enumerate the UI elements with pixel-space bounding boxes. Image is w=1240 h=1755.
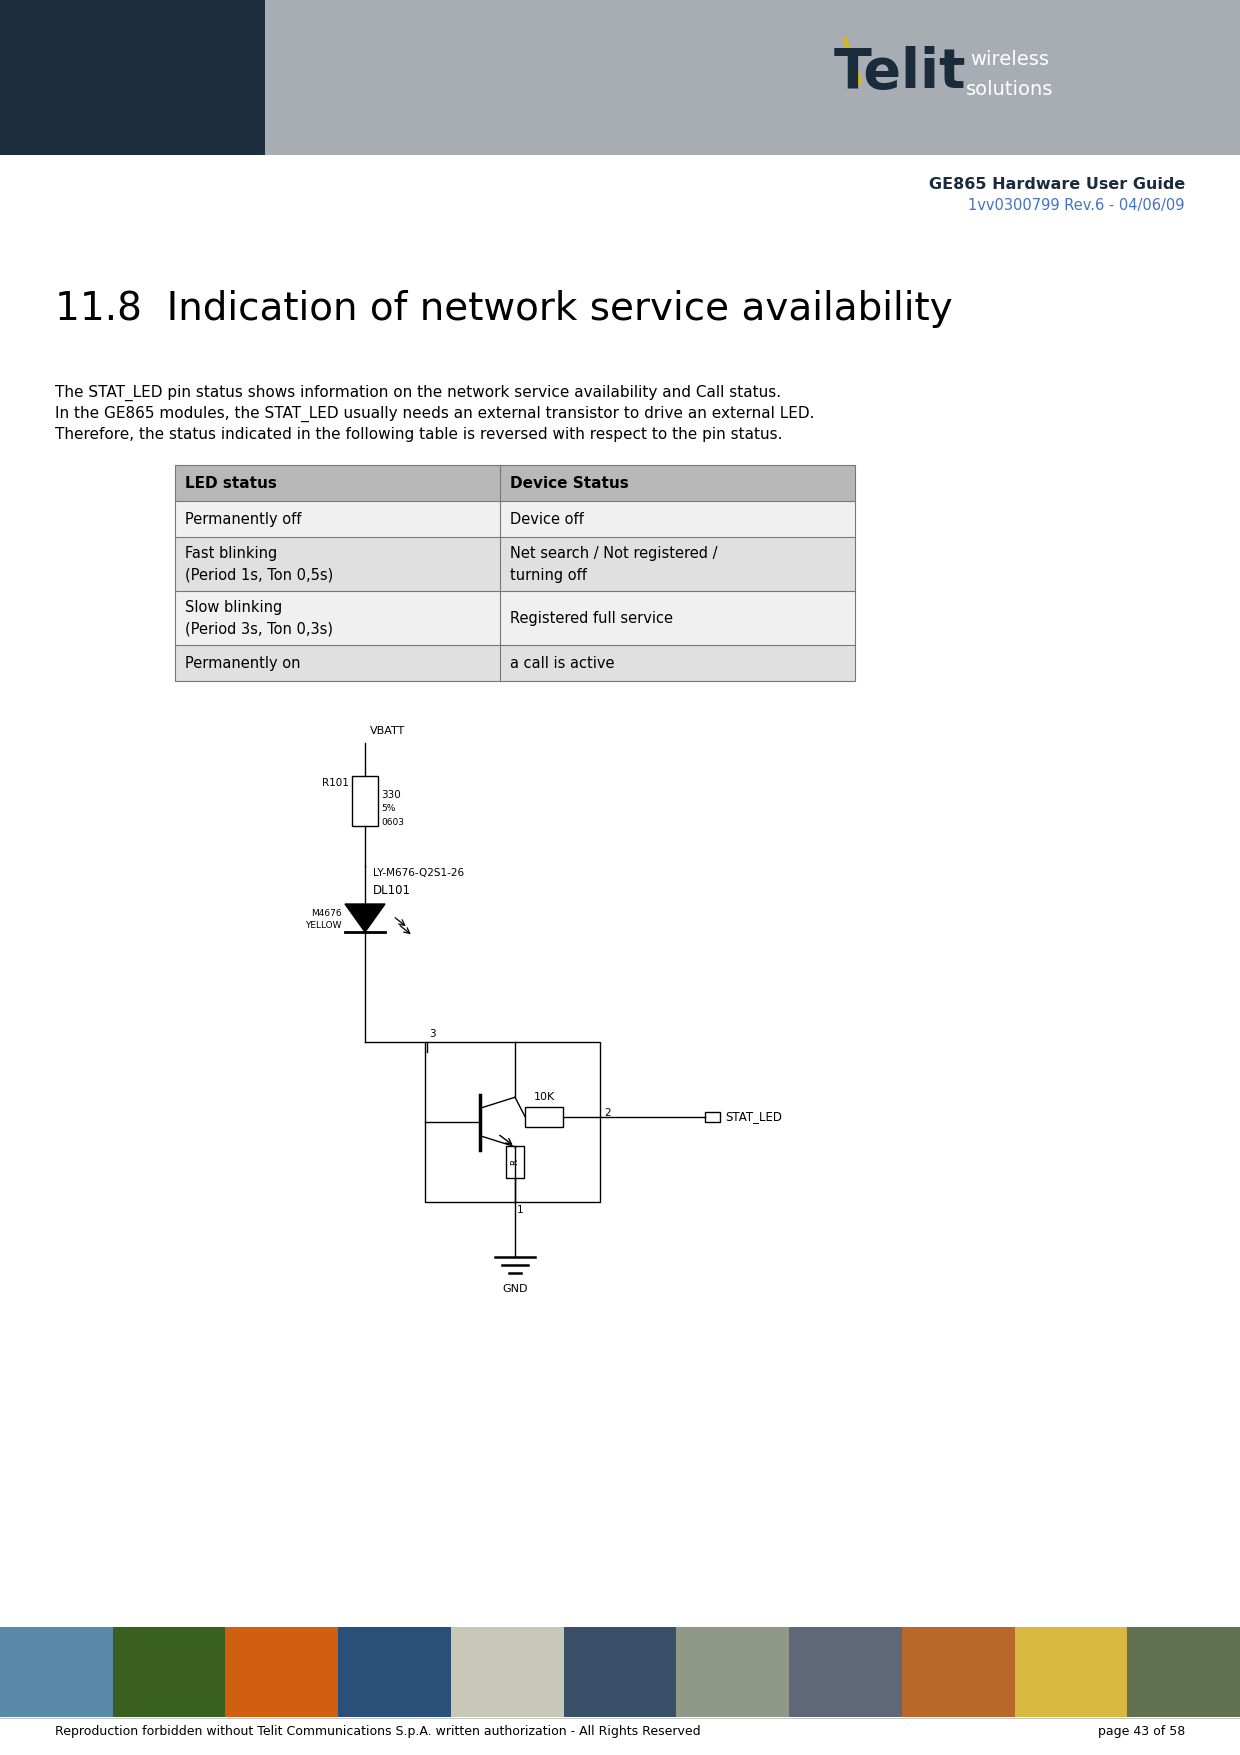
Text: M4676: M4676 (311, 909, 342, 918)
Text: In the GE865 modules, the STAT_LED usually needs an external transistor to drive: In the GE865 modules, the STAT_LED usual… (55, 405, 815, 423)
Text: R101: R101 (322, 777, 348, 788)
Polygon shape (345, 904, 384, 932)
Text: GND: GND (502, 1285, 528, 1293)
Bar (706, 1111, 720, 1121)
Text: R: R (511, 1158, 520, 1165)
Bar (175, 537, 856, 591)
Text: (Period 1s, Ton 0,5s): (Period 1s, Ton 0,5s) (185, 567, 334, 583)
Text: turning off: turning off (510, 567, 587, 583)
Text: Permanently off: Permanently off (185, 511, 301, 526)
Bar (113, 1627, 227, 1716)
Bar (175, 646, 856, 681)
Bar (0, 1627, 114, 1716)
Bar (175, 465, 856, 500)
Text: Reproduction forbidden without Telit Communications S.p.A. written authorization: Reproduction forbidden without Telit Com… (55, 1725, 701, 1737)
Bar (175, 465, 856, 681)
Text: Slow blinking: Slow blinking (185, 600, 283, 614)
Text: 0603: 0603 (381, 818, 404, 827)
Bar (352, 776, 378, 827)
Bar (564, 1627, 677, 1716)
Text: 1vv0300799 Rev.6 - 04/06/09: 1vv0300799 Rev.6 - 04/06/09 (968, 198, 1185, 212)
Text: YELLOW: YELLOW (305, 921, 342, 930)
Text: page 43 of 58: page 43 of 58 (1097, 1725, 1185, 1737)
Text: Net search / Not registered /: Net search / Not registered / (510, 546, 718, 560)
Text: a call is active: a call is active (510, 656, 615, 670)
Bar (676, 1627, 790, 1716)
Text: 1: 1 (517, 1206, 523, 1214)
Text: LED status: LED status (185, 476, 277, 490)
Bar (1127, 1627, 1240, 1716)
Bar (525, 1106, 563, 1127)
Text: The STAT_LED pin status shows information on the network service availability an: The STAT_LED pin status shows informatio… (55, 384, 781, 402)
Text: 11.8  Indication of network service availability: 11.8 Indication of network service avail… (55, 290, 952, 328)
Bar (506, 1146, 525, 1178)
Text: VBATT: VBATT (370, 727, 405, 735)
Text: DL101: DL101 (373, 885, 410, 897)
Text: Registered full service: Registered full service (510, 611, 673, 625)
Bar (265, 0, 1240, 154)
Text: LY-M676-Q2S1-26: LY-M676-Q2S1-26 (373, 869, 464, 878)
Bar (1014, 1627, 1128, 1716)
Text: Fast blinking: Fast blinking (185, 546, 278, 560)
Text: 3: 3 (429, 1028, 435, 1039)
Bar (175, 500, 856, 537)
Text: Device Status: Device Status (510, 476, 629, 490)
Bar (226, 1627, 340, 1716)
Bar (789, 1627, 903, 1716)
Text: STAT_LED: STAT_LED (725, 1109, 782, 1123)
Bar (901, 1627, 1016, 1716)
Text: GE865 Hardware User Guide: GE865 Hardware User Guide (929, 177, 1185, 191)
Text: Therefore, the status indicated in the following table is reversed with respect : Therefore, the status indicated in the f… (55, 426, 782, 442)
Bar (339, 1627, 451, 1716)
Text: (Period 3s, Ton 0,3s): (Period 3s, Ton 0,3s) (185, 621, 334, 637)
Text: Telit: Telit (833, 46, 966, 100)
Text: Device off: Device off (510, 511, 584, 526)
Text: 10K: 10K (533, 1092, 554, 1102)
Text: 2: 2 (604, 1109, 610, 1118)
Bar (425, 1042, 600, 1202)
Text: 5%: 5% (381, 804, 396, 813)
Text: solutions: solutions (966, 81, 1054, 98)
Text: wireless: wireless (971, 49, 1049, 68)
Bar (175, 591, 856, 646)
Bar (0, 0, 265, 154)
Text: 330: 330 (381, 790, 401, 800)
Text: Permanently on: Permanently on (185, 656, 300, 670)
Bar (451, 1627, 564, 1716)
